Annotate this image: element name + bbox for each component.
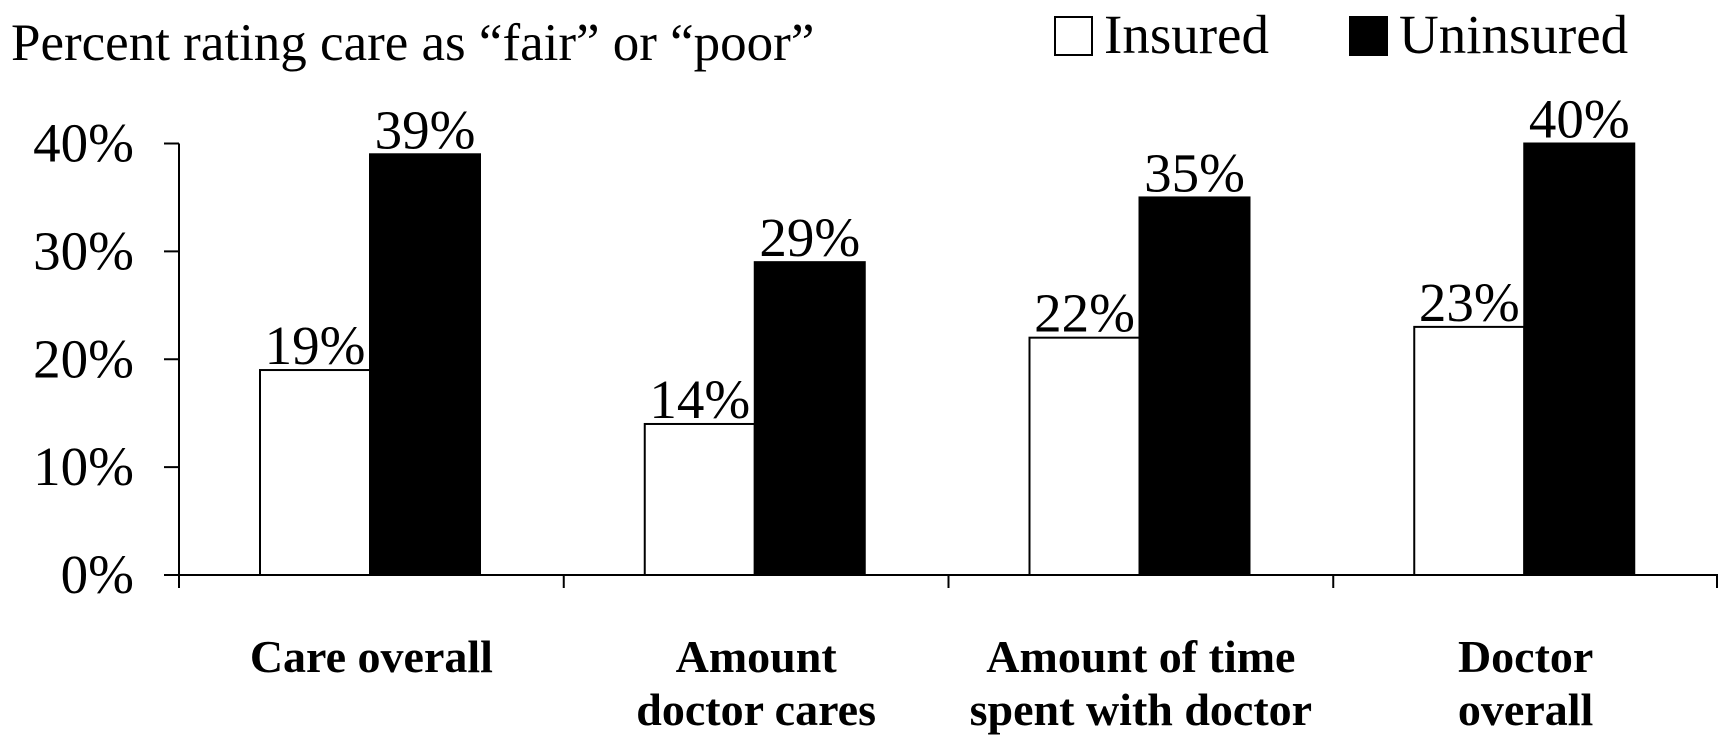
legend-swatch xyxy=(1054,16,1093,56)
x-tick-label: spent with doctor xyxy=(970,684,1312,735)
x-tick-label: Amount of time xyxy=(986,631,1295,682)
bar xyxy=(259,369,371,576)
value-label: 35% xyxy=(1144,142,1245,203)
bar xyxy=(1028,336,1141,576)
value-label: 14% xyxy=(649,369,750,430)
y-tick-label: 40% xyxy=(33,113,134,174)
bar xyxy=(1413,325,1526,577)
x-tick-label: Doctor xyxy=(1458,631,1593,682)
legend-swatch xyxy=(1349,16,1388,56)
chart-title: Percent rating care as “fair” or “poor” xyxy=(11,14,814,72)
x-tick-label: overall xyxy=(1458,684,1593,735)
y-tick-label: 10% xyxy=(33,436,134,497)
value-label: 39% xyxy=(375,99,476,160)
x-tick-label: Amount xyxy=(676,631,838,682)
x-tick-label: Care overall xyxy=(250,631,493,682)
y-tick-label: 0% xyxy=(61,544,134,605)
value-label: 19% xyxy=(265,315,366,376)
value-label: 40% xyxy=(1529,89,1630,150)
bar xyxy=(1138,196,1251,576)
bar xyxy=(643,422,756,576)
value-label: 23% xyxy=(1419,272,1520,333)
y-tick-label: 30% xyxy=(33,220,134,281)
y-tick-label: 20% xyxy=(33,328,134,389)
x-tick-label: doctor cares xyxy=(636,684,876,735)
bar xyxy=(753,261,866,576)
bar xyxy=(1523,142,1636,576)
bar xyxy=(369,153,481,576)
legend-label: Uninsured xyxy=(1399,4,1628,65)
legend-label: Insured xyxy=(1104,4,1269,65)
value-label: 29% xyxy=(759,207,860,268)
value-label: 22% xyxy=(1034,283,1135,344)
